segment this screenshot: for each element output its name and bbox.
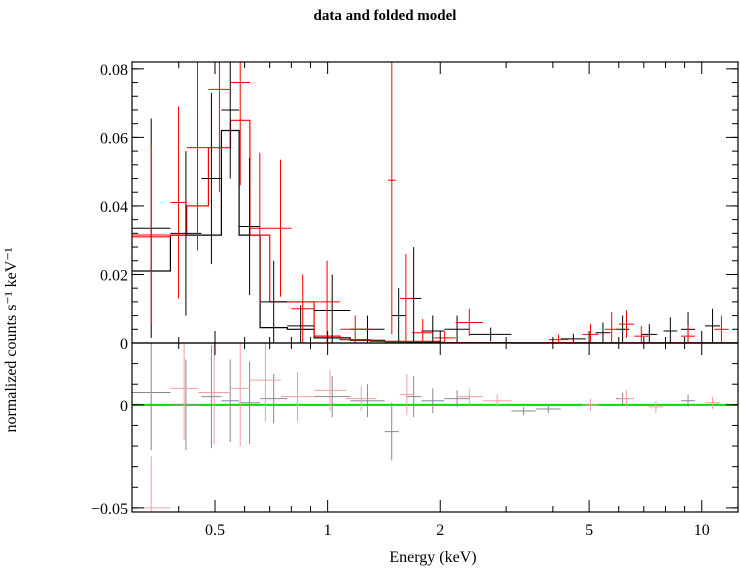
data-point <box>350 384 385 418</box>
model-step-black <box>132 129 738 344</box>
data-point <box>391 288 407 343</box>
data-point <box>648 400 664 414</box>
data-point <box>680 325 696 343</box>
data-point <box>663 317 678 343</box>
data-point <box>132 145 171 325</box>
data-point <box>482 394 512 407</box>
data-point <box>535 404 561 414</box>
data-point <box>221 359 240 442</box>
data-point <box>208 62 231 193</box>
data-point <box>406 247 422 343</box>
y-tick-label: 0.02 <box>100 267 128 284</box>
data-point <box>221 62 240 179</box>
model-step-red <box>132 119 738 344</box>
data-point <box>641 324 658 343</box>
data-point <box>604 312 619 343</box>
data-point <box>186 62 209 251</box>
data-point <box>132 343 171 451</box>
data-point <box>230 343 250 447</box>
data-point <box>704 308 721 343</box>
x-tick-label: 5 <box>585 522 593 539</box>
panel-frame <box>131 342 739 513</box>
y-tick-label: 0 <box>120 398 128 415</box>
y-tick-label: 0.06 <box>100 130 128 147</box>
data-point <box>384 402 399 461</box>
data-point <box>455 388 483 405</box>
data-point <box>618 390 635 407</box>
data-point <box>291 274 315 343</box>
data-point <box>444 390 470 407</box>
chart-title: data and folded model <box>314 8 457 24</box>
x-tick-label: 0.5 <box>205 522 225 539</box>
data-point <box>269 159 292 297</box>
data-point <box>582 324 599 343</box>
data-point <box>511 406 536 416</box>
data-point <box>249 152 270 304</box>
y-tick-label: 0.04 <box>100 199 128 216</box>
data-point <box>340 315 371 343</box>
data-point <box>406 375 422 418</box>
data-point <box>582 398 599 412</box>
data-point <box>260 373 288 424</box>
data-point <box>346 386 377 412</box>
data-point <box>595 322 611 343</box>
y-tick-label: 0 <box>120 336 128 353</box>
data-point <box>170 343 198 440</box>
data-point <box>314 274 351 343</box>
data-point <box>399 373 414 416</box>
data-point <box>634 325 649 343</box>
data-point <box>560 333 586 343</box>
x-tick-label: 10 <box>694 522 710 539</box>
data-point <box>421 388 445 414</box>
panel-frame <box>131 61 739 344</box>
data-point <box>433 331 456 343</box>
data-point <box>201 345 222 449</box>
data-point <box>197 343 231 444</box>
residual-panel <box>132 343 738 512</box>
data-point <box>680 394 696 407</box>
data-point <box>399 253 412 343</box>
data-point <box>314 260 341 343</box>
data-point <box>548 334 569 343</box>
data-point <box>170 151 202 316</box>
axes: 0 0.02 0.04 0.06 0.08 −0.05 0 0.5 1 2 5 10 <box>91 61 739 539</box>
data-point <box>239 157 261 296</box>
data-point <box>249 343 281 422</box>
data-point <box>260 260 288 343</box>
data-point <box>444 315 470 343</box>
data-point <box>170 359 202 451</box>
data-panel <box>132 62 738 344</box>
data-point <box>230 62 250 186</box>
data-point <box>170 106 187 299</box>
data-point <box>201 92 222 265</box>
data-point <box>314 369 347 412</box>
x-tick-label: 2 <box>436 522 444 539</box>
data-point <box>469 327 512 342</box>
data-point <box>280 371 315 422</box>
data-point <box>239 361 261 444</box>
data-point <box>132 456 171 512</box>
y-tick-label: 0.08 <box>100 62 128 79</box>
y-axis-label: normalized counts s⁻¹ keV⁻¹ <box>3 247 20 432</box>
data-point <box>421 315 445 343</box>
x-axis-label: Energy (keV) <box>389 549 476 566</box>
data-point <box>704 396 721 409</box>
data-point <box>411 319 434 343</box>
data-point <box>387 62 396 335</box>
data-point <box>287 305 315 343</box>
data-point <box>314 375 351 418</box>
data-point <box>455 308 483 337</box>
x-tick-label: 1 <box>324 522 332 539</box>
data-point <box>714 315 729 343</box>
y-tick-label: −0.05 <box>91 501 128 518</box>
data-point <box>618 310 635 338</box>
